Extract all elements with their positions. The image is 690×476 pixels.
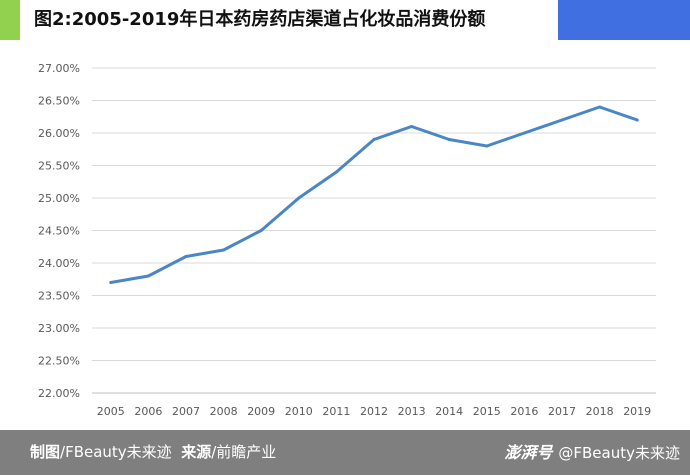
x-tick-label: 2015 [473,405,501,418]
brand-mark: 澎湃号 [504,443,553,462]
data-point [635,118,639,122]
footer-bar: 制图/FBeauty未来迹 来源/前瞻产业 澎湃号 @FBeauty未来迹 [0,430,690,475]
grid-lines [92,67,656,394]
made-by-value: /FBeauty未来迹 [60,443,172,461]
data-point [522,131,526,135]
y-tick-label: 23.00% [38,322,80,335]
x-tick-label: 2013 [398,405,426,418]
accent-bar-left [0,0,20,40]
source-label: 来源 [181,443,212,461]
x-tick-label: 2019 [623,405,651,418]
y-tick-label: 24.00% [38,257,80,270]
made-by-label: 制图 [30,443,61,461]
data-point [372,138,376,141]
account-name: @FBeauty未来迹 [558,444,680,462]
data-point [560,118,564,122]
y-tick-label: 24.50% [38,225,80,238]
x-tick-label: 2007 [172,405,200,418]
y-tick-label: 26.50% [38,95,80,108]
data-point [485,144,489,148]
x-tick-label: 2017 [548,405,576,418]
y-axis-ticks: 22.00% 22.50% 23.00% 23.50% 24.00% 24.50% 25.0… [38,62,80,400]
x-tick-label: 2011 [322,405,350,418]
x-tick-label: 2012 [360,405,388,418]
footer-credits: 制图/FBeauty未来迹 来源/前瞻产业 [30,430,276,475]
y-tick-label: 22.50% [38,355,80,368]
data-point [259,229,263,232]
x-tick-label: 2010 [285,405,313,418]
data-point [297,196,301,200]
line-chart: 22.00% 22.50% 23.00% 23.50% 24.00% 24.50% 25.0… [38,62,656,418]
source-value: /前瞻产业 [211,443,277,461]
y-tick-label: 23.50% [38,290,80,303]
data-point [222,248,226,252]
y-tick-label: 26.00% [38,127,80,140]
chart-title: 图2:2005-2019年日本药房药店渠道占化妆品消费份额 [34,9,486,30]
y-tick-label: 25.00% [38,192,80,205]
x-tick-label: 2014 [435,405,463,418]
data-point [146,274,150,278]
y-tick-label: 22.00% [38,387,80,400]
y-tick-label: 27.00% [38,62,80,75]
y-tick-label: 25.50% [38,160,80,173]
footer-watermark: 澎湃号 @FBeauty未来迹 [504,430,680,476]
x-tick-label: 2005 [97,405,125,418]
data-point [447,138,451,141]
x-tick-label: 2008 [210,405,238,418]
x-tick-label: 2006 [134,405,162,418]
accent-bar-right [558,0,690,40]
x-tick-label: 2009 [247,405,275,418]
x-axis-ticks: 2005 2006 2007 2008 2009 2010 2011 2012 2013 2014… [97,405,651,418]
data-point [109,281,113,284]
data-point [184,255,188,258]
series-layer [109,105,639,284]
x-tick-label: 2016 [510,405,538,418]
data-point [598,105,602,109]
x-tick-label: 2018 [586,405,614,418]
data-point [410,125,414,128]
data-point [334,170,338,174]
